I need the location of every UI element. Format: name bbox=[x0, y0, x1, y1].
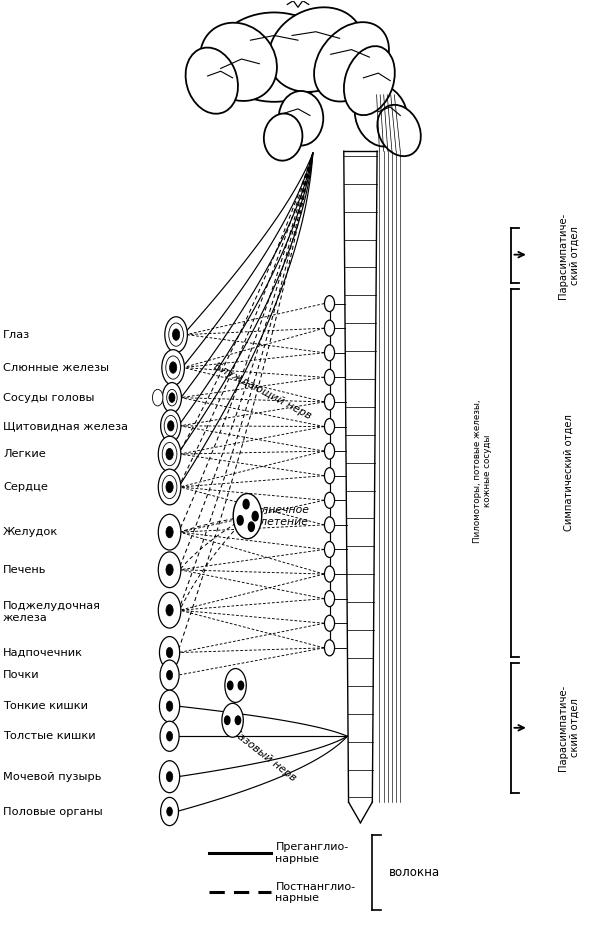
Text: Блуждающий нерв: Блуждающий нерв bbox=[212, 361, 313, 421]
Text: Поджелудочная
железа: Поджелудочная железа bbox=[3, 601, 101, 623]
Circle shape bbox=[159, 469, 181, 505]
Circle shape bbox=[324, 591, 334, 607]
Circle shape bbox=[249, 522, 254, 531]
Circle shape bbox=[160, 660, 179, 690]
Text: Щитовидная железа: Щитовидная железа bbox=[3, 421, 128, 430]
Text: Пиломоторы, потовые железы,
кожные сосуды: Пиломоторы, потовые железы, кожные сосуд… bbox=[473, 399, 492, 543]
Circle shape bbox=[167, 807, 172, 816]
Text: Парасимпатиче-
ский отдел: Парасимпатиче- ский отдел bbox=[558, 213, 579, 299]
Circle shape bbox=[166, 701, 173, 711]
Circle shape bbox=[324, 468, 334, 483]
Circle shape bbox=[324, 517, 334, 533]
Circle shape bbox=[235, 716, 241, 724]
Circle shape bbox=[172, 329, 180, 340]
Text: Легкие: Легкие bbox=[3, 449, 46, 459]
Text: Желудок: Желудок bbox=[3, 528, 58, 537]
Circle shape bbox=[324, 296, 334, 312]
Circle shape bbox=[169, 393, 175, 402]
Text: Тазовый нерв: Тазовый нерв bbox=[229, 727, 297, 783]
Ellipse shape bbox=[200, 23, 277, 101]
Ellipse shape bbox=[377, 105, 421, 156]
Circle shape bbox=[163, 382, 181, 413]
Circle shape bbox=[324, 394, 334, 410]
Circle shape bbox=[233, 494, 262, 539]
Circle shape bbox=[324, 369, 334, 385]
Circle shape bbox=[166, 527, 173, 538]
Text: Сердце: Сердце bbox=[3, 482, 48, 492]
Circle shape bbox=[159, 593, 181, 628]
Circle shape bbox=[166, 771, 173, 782]
Text: Парасимпатиче-
ский отдел: Парасимпатиче- ский отдел bbox=[558, 685, 579, 771]
Circle shape bbox=[324, 542, 334, 558]
Text: Солнечное
сплетение: Солнечное сплетение bbox=[247, 505, 309, 527]
Circle shape bbox=[160, 761, 179, 792]
Text: Постнанглио-
нарные: Постнанглио- нарные bbox=[275, 882, 356, 903]
Circle shape bbox=[238, 681, 244, 690]
Text: Мочевой пузырь: Мочевой пузырь bbox=[3, 771, 101, 782]
Circle shape bbox=[166, 564, 173, 576]
Ellipse shape bbox=[215, 12, 334, 102]
Circle shape bbox=[324, 345, 334, 361]
Circle shape bbox=[160, 690, 179, 723]
Circle shape bbox=[324, 566, 334, 582]
Circle shape bbox=[324, 418, 334, 434]
Circle shape bbox=[237, 515, 243, 525]
Circle shape bbox=[160, 722, 179, 752]
Circle shape bbox=[252, 512, 258, 521]
Text: Печень: Печень bbox=[3, 565, 46, 575]
Circle shape bbox=[165, 317, 187, 352]
Circle shape bbox=[324, 493, 334, 509]
Circle shape bbox=[166, 647, 173, 658]
Circle shape bbox=[166, 671, 173, 680]
Circle shape bbox=[324, 615, 334, 631]
Text: Сосуды головы: Сосуды головы bbox=[3, 393, 95, 402]
Circle shape bbox=[159, 514, 181, 550]
Circle shape bbox=[225, 669, 246, 703]
Ellipse shape bbox=[344, 46, 395, 115]
Circle shape bbox=[166, 448, 173, 460]
Ellipse shape bbox=[355, 84, 408, 147]
Circle shape bbox=[225, 716, 230, 724]
Text: Преганглио-
нарные: Преганглио- нарные bbox=[275, 842, 349, 864]
Circle shape bbox=[167, 421, 174, 431]
Text: Слюнные железы: Слюнные железы bbox=[3, 363, 109, 372]
Ellipse shape bbox=[269, 8, 363, 92]
Circle shape bbox=[162, 349, 184, 385]
Circle shape bbox=[160, 637, 179, 669]
Text: Толстые кишки: Толстые кишки bbox=[3, 731, 96, 741]
Circle shape bbox=[228, 681, 233, 690]
Circle shape bbox=[324, 443, 334, 459]
Ellipse shape bbox=[185, 47, 238, 114]
Circle shape bbox=[153, 389, 163, 406]
Text: Глаз: Глаз bbox=[3, 330, 30, 340]
Circle shape bbox=[161, 410, 181, 442]
Text: волокна: волокна bbox=[389, 866, 440, 879]
Ellipse shape bbox=[264, 113, 302, 161]
Circle shape bbox=[166, 731, 173, 741]
Circle shape bbox=[324, 320, 334, 336]
Circle shape bbox=[324, 640, 334, 656]
Text: Половые органы: Половые органы bbox=[3, 806, 103, 817]
Circle shape bbox=[159, 552, 181, 588]
Circle shape bbox=[243, 499, 249, 509]
Circle shape bbox=[161, 797, 178, 825]
Text: Почки: Почки bbox=[3, 670, 40, 680]
Text: Симпатический отдел: Симпатический отдел bbox=[564, 414, 573, 531]
Circle shape bbox=[222, 704, 243, 738]
Ellipse shape bbox=[314, 23, 389, 102]
Circle shape bbox=[169, 362, 177, 373]
Text: Тонкие кишки: Тонкие кишки bbox=[3, 701, 88, 711]
Text: Надпочечник: Надпочечник bbox=[3, 647, 83, 658]
Circle shape bbox=[167, 389, 177, 406]
Ellipse shape bbox=[279, 91, 323, 146]
Circle shape bbox=[166, 605, 173, 616]
Circle shape bbox=[166, 481, 173, 493]
Circle shape bbox=[159, 436, 181, 472]
